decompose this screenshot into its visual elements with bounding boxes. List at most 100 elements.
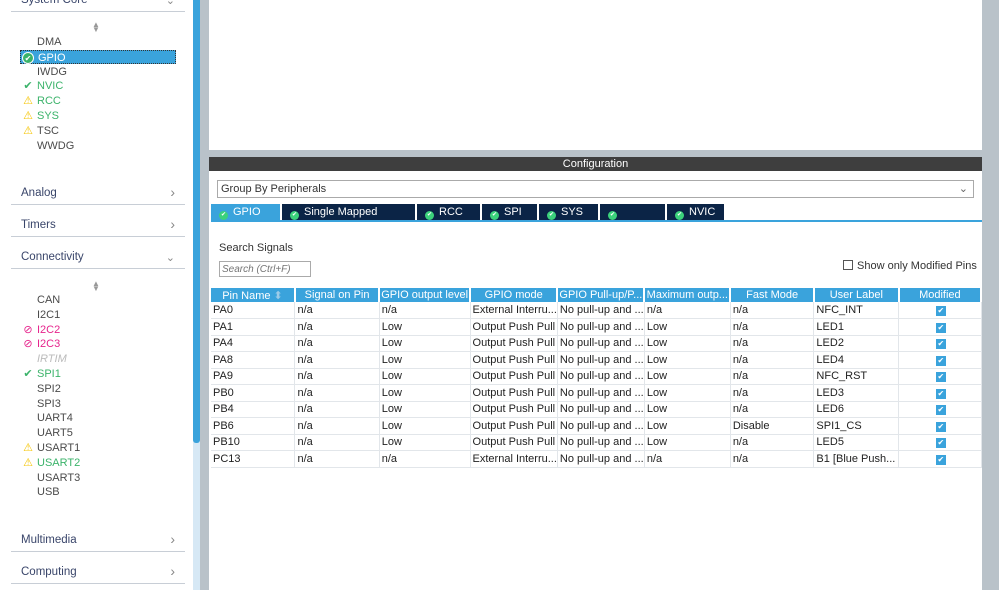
table-cell[interactable]: Output Push Pull bbox=[470, 401, 558, 418]
table-cell[interactable]: Output Push Pull bbox=[470, 434, 558, 451]
splitter[interactable] bbox=[200, 0, 209, 590]
table-cell[interactable]: PA1 bbox=[211, 318, 296, 336]
sidebar-item-uart5[interactable]: UART5 bbox=[20, 426, 176, 440]
sidebar-item-usart3[interactable]: USART3 bbox=[20, 471, 176, 485]
table-row[interactable]: PA8 n/a Low Output Push Pull No pull-up and … bbox=[211, 351, 982, 369]
checkbox-checked-icon[interactable]: ✔ bbox=[935, 322, 946, 333]
table-cell[interactable]: External Interru... bbox=[470, 302, 558, 319]
tab-nvic[interactable]: ✔ NVIC bbox=[667, 204, 725, 220]
modified-cell[interactable]: ✔ bbox=[898, 417, 982, 435]
table-cell[interactable]: Low bbox=[644, 335, 731, 352]
checkbox-checked-icon[interactable]: ✔ bbox=[935, 421, 946, 432]
table-cell[interactable]: Low bbox=[644, 434, 731, 451]
table-cell[interactable]: Low bbox=[644, 401, 731, 418]
table-cell[interactable]: Low bbox=[644, 351, 731, 369]
sidebar-item-irtim[interactable]: IRTIM bbox=[20, 352, 176, 366]
checkbox-checked-icon[interactable]: ✔ bbox=[935, 355, 946, 366]
sidebar-item-rcc[interactable]: ⚠ RCC bbox=[20, 94, 176, 108]
table-cell[interactable]: PB4 bbox=[211, 401, 296, 418]
table-row[interactable]: PC13 n/a n/a External Interru... No pull-up … bbox=[211, 450, 982, 468]
group-by-select[interactable]: Group By Peripherals ⌄ bbox=[217, 180, 974, 198]
sidebar-item-tsc[interactable]: ⚠ TSC bbox=[20, 124, 176, 138]
column-header[interactable]: GPIO output level bbox=[379, 288, 472, 302]
table-cell[interactable]: n/a bbox=[294, 351, 380, 369]
table-cell[interactable]: n/a bbox=[294, 434, 380, 451]
sidebar-item-can[interactable]: CAN bbox=[20, 293, 176, 307]
table-row[interactable]: PA4 n/a Low Output Push Pull No pull-up and … bbox=[211, 335, 982, 352]
table-cell[interactable]: n/a bbox=[730, 335, 815, 352]
modified-cell[interactable]: ✔ bbox=[898, 450, 982, 468]
table-cell[interactable]: PA9 bbox=[211, 368, 296, 385]
table-row[interactable]: PB0 n/a Low Output Push Pull No pull-up and … bbox=[211, 384, 982, 402]
table-cell[interactable]: n/a bbox=[294, 318, 380, 336]
table-cell[interactable]: Disable bbox=[730, 417, 815, 435]
table-cell[interactable]: External Interru... bbox=[470, 450, 558, 468]
table-row[interactable]: PA0 n/a n/a External Interru... No pull-up a… bbox=[211, 302, 982, 319]
category-system-core[interactable]: System Core ⌄ bbox=[11, 0, 185, 12]
table-cell[interactable]: n/a bbox=[294, 417, 380, 435]
table-cell[interactable]: No pull-up and ... bbox=[557, 384, 645, 402]
table-cell[interactable]: PC13 bbox=[211, 450, 296, 468]
table-cell[interactable]: n/a bbox=[644, 302, 731, 319]
tab-usart[interactable]: ✔ USART bbox=[600, 204, 666, 234]
table-cell[interactable]: Low bbox=[379, 401, 471, 418]
column-header[interactable]: Modified bbox=[898, 288, 983, 302]
table-cell[interactable]: No pull-up and ... bbox=[557, 434, 645, 451]
search-input[interactable] bbox=[219, 261, 311, 277]
table-cell[interactable]: LED6 bbox=[813, 401, 900, 418]
sidebar-item-usart2[interactable]: ⚠ USART2 bbox=[20, 456, 176, 470]
table-cell[interactable]: NFC_RST bbox=[813, 368, 900, 385]
table-cell[interactable]: No pull-up and ... bbox=[557, 450, 645, 468]
modified-cell[interactable]: ✔ bbox=[898, 384, 982, 402]
checkbox-checked-icon[interactable]: ✔ bbox=[935, 306, 946, 316]
table-cell[interactable]: n/a bbox=[730, 450, 815, 468]
sidebar-scrollbar-thumb[interactable] bbox=[193, 0, 200, 443]
sidebar-item-spi3[interactable]: SPI3 bbox=[20, 397, 176, 411]
table-cell[interactable]: n/a bbox=[730, 351, 815, 369]
sidebar-item-spi1[interactable]: ✔ SPI1 bbox=[20, 367, 176, 381]
table-cell[interactable]: n/a bbox=[730, 434, 815, 451]
sidebar-item-gpio[interactable]: ✔ GPIO bbox=[20, 49, 176, 64]
sidebar-item-i2c1[interactable]: I2C1 bbox=[20, 308, 176, 322]
table-cell[interactable]: n/a bbox=[730, 368, 815, 385]
modified-cell[interactable]: ✔ bbox=[898, 368, 982, 385]
table-cell[interactable]: PA0 bbox=[211, 302, 296, 319]
table-row[interactable]: PA1 n/a Low Output Push Pull No pull-up and … bbox=[211, 318, 982, 336]
tab-gpio[interactable]: ✔ GPIO bbox=[211, 204, 281, 220]
table-cell[interactable]: No pull-up and ... bbox=[557, 335, 645, 352]
sort-icon[interactable]: ▲ ▼ bbox=[92, 20, 100, 34]
table-cell[interactable]: Low bbox=[644, 384, 731, 402]
sidebar-item-iwdg[interactable]: IWDG bbox=[20, 65, 176, 79]
table-cell[interactable]: Low bbox=[379, 318, 471, 336]
table-cell[interactable]: n/a bbox=[730, 318, 815, 336]
table-cell[interactable]: No pull-up and ... bbox=[557, 401, 645, 418]
table-cell[interactable]: Low bbox=[379, 351, 471, 369]
table-row[interactable]: PA9 n/a Low Output Push Pull No pull-up and … bbox=[211, 368, 982, 385]
column-header[interactable]: GPIO Pull-up/P... bbox=[557, 288, 646, 302]
table-cell[interactable]: PA8 bbox=[211, 351, 296, 369]
table-cell[interactable]: Low bbox=[379, 368, 471, 385]
column-header[interactable]: Pin Name ⬍ bbox=[211, 288, 296, 302]
table-cell[interactable]: n/a bbox=[294, 335, 380, 352]
sidebar-item-nvic[interactable]: ✔ NVIC bbox=[20, 79, 176, 93]
checkbox-checked-icon[interactable]: ✔ bbox=[935, 339, 946, 350]
table-cell[interactable]: No pull-up and ... bbox=[557, 351, 645, 369]
modified-cell[interactable]: ✔ bbox=[898, 318, 982, 336]
table-row[interactable]: PB4 n/a Low Output Push Pull No pull-up and … bbox=[211, 401, 982, 418]
table-cell[interactable]: Low bbox=[379, 335, 471, 352]
table-cell[interactable]: Output Push Pull bbox=[470, 351, 558, 369]
table-cell[interactable]: PB0 bbox=[211, 384, 296, 402]
tab-single-mapped-signals[interactable]: ✔ Single Mapped Signals bbox=[282, 204, 416, 234]
table-cell[interactable]: Output Push Pull bbox=[470, 417, 558, 435]
table-cell[interactable]: n/a bbox=[294, 384, 380, 402]
table-cell[interactable]: n/a bbox=[730, 384, 815, 402]
modified-cell[interactable]: ✔ bbox=[898, 335, 982, 352]
table-cell[interactable]: n/a bbox=[294, 302, 380, 319]
checkbox-checked-icon[interactable]: ✔ bbox=[935, 388, 946, 399]
table-cell[interactable]: n/a bbox=[644, 450, 731, 468]
table-cell[interactable]: NFC_INT bbox=[813, 302, 900, 319]
column-header[interactable]: Fast Mode bbox=[730, 288, 815, 302]
table-cell[interactable]: LED5 bbox=[813, 434, 900, 451]
table-cell[interactable]: No pull-up and ... bbox=[557, 368, 645, 385]
sidebar-item-usb[interactable]: USB bbox=[20, 485, 176, 499]
